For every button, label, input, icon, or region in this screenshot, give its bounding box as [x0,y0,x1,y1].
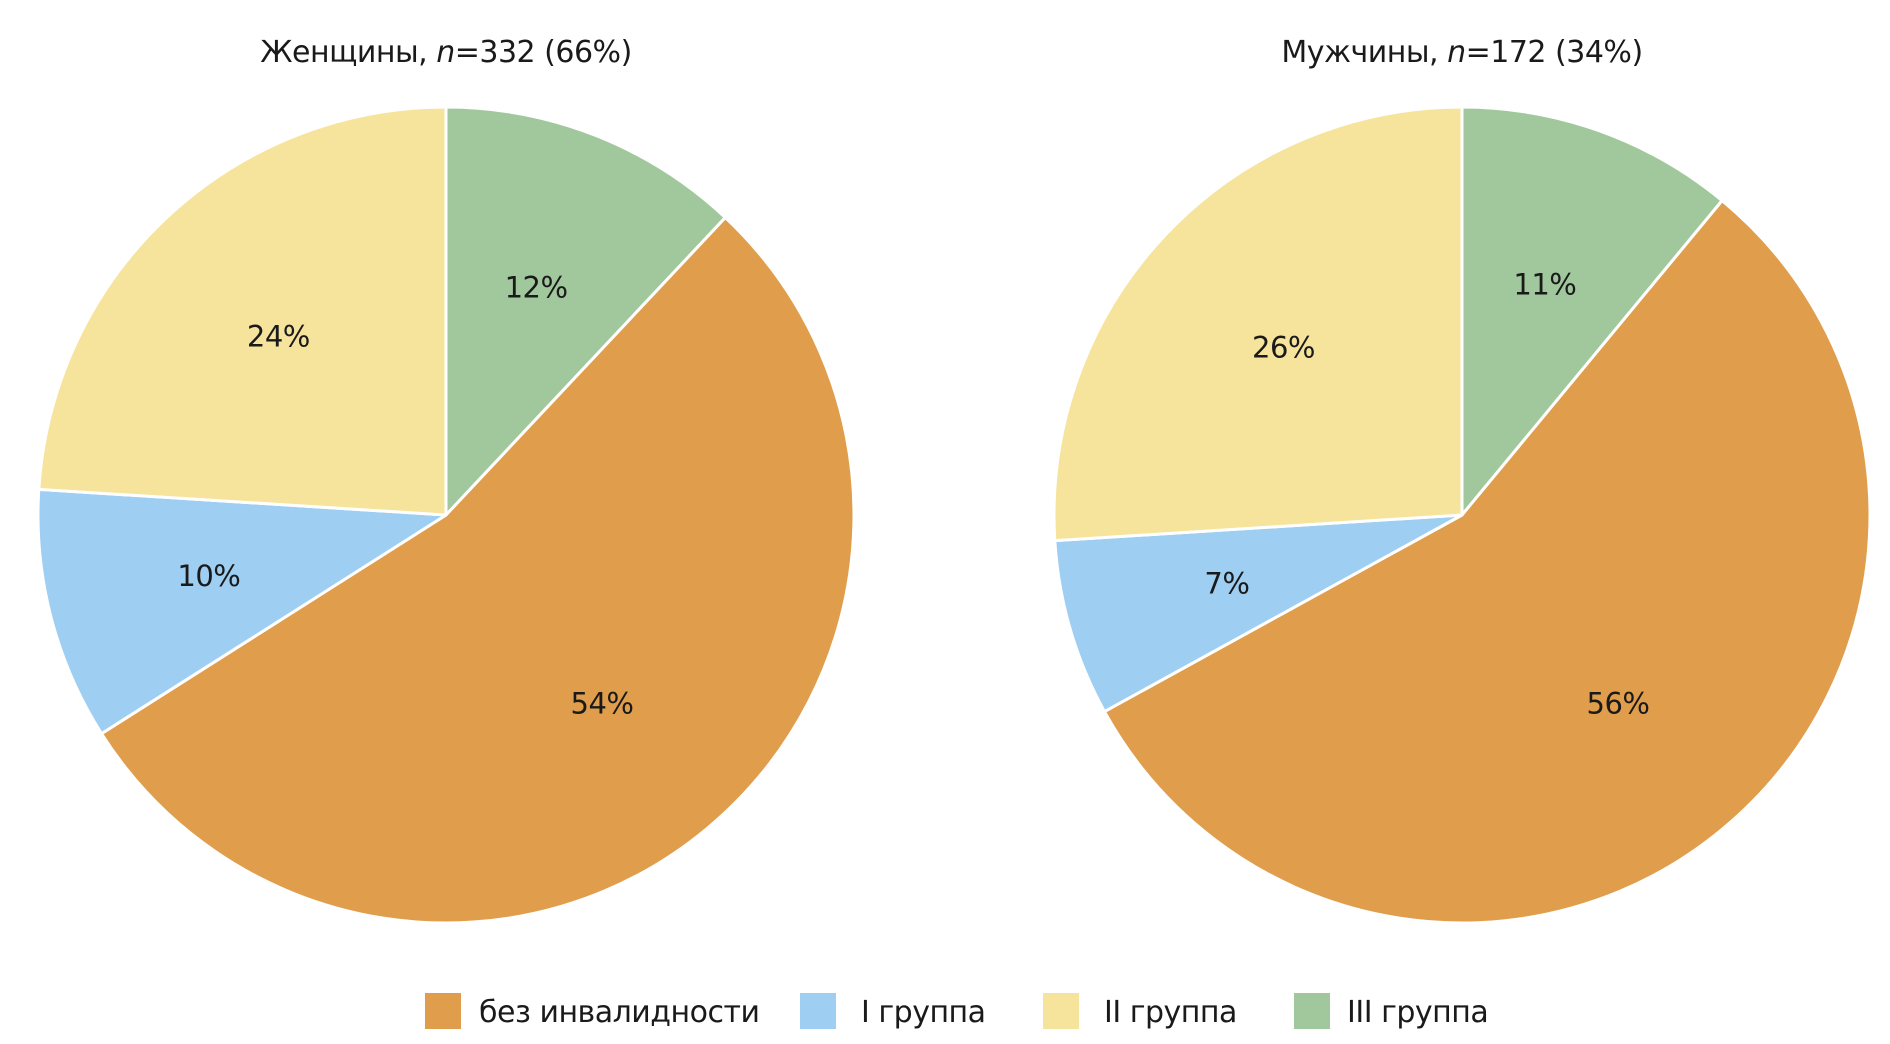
chart-title-men: Мужчины, n=172 (34%) [1281,35,1642,70]
pie-slice-group-1 [36,487,448,736]
slice-label-group-1: 10% [177,559,240,593]
slice-label-group-2: 24% [247,320,310,354]
legend: без инвалидности I группа II группа III … [425,993,1489,1030]
legend-swatch-group-2 [1043,993,1079,1029]
legend-item-group-1: I группа [800,993,986,1030]
slice-label-no-disability: 54% [571,687,634,721]
legend-item-group-3: III группа [1294,993,1489,1030]
slice-label-group-2: 26% [1252,330,1315,364]
slice-label-group-3: 11% [1513,268,1576,302]
legend-label-no-disability: без инвалидности [479,995,759,1030]
pie-chart-women: Женщины, n=332 (66%) 12% 54% 10% 24% [36,35,856,925]
legend-label-group-1: I группа [861,995,986,1030]
legend-swatch-no-disability [425,993,461,1029]
pie-slice-group-1 [1053,513,1464,714]
pie-chart-men: Мужчины, n=172 (34%) 11% 56% 7% 26% [1052,35,1872,925]
legend-label-group-2: II группа [1104,995,1237,1030]
slice-label-no-disability: 56% [1587,687,1650,721]
pie-slice-group-3 [1460,105,1724,517]
legend-label-group-3: III группа [1347,995,1488,1030]
slice-label-group-1: 7% [1204,566,1249,600]
legend-swatch-group-1 [800,993,836,1029]
pie-slice-no-disability [1102,199,1872,925]
pie-slice-no-disability [100,216,856,925]
chart-title-women: Женщины, n=332 (66%) [260,35,632,70]
pie-slice-group-3 [444,105,727,517]
legend-swatch-group-3 [1294,993,1330,1029]
pie-slice-group-2 [1052,105,1464,543]
legend-item-no-disability: без инвалидности [425,993,760,1030]
legend-item-group-2: II группа [1043,993,1237,1030]
slice-label-group-3: 12% [505,270,568,304]
pie-slice-group-2 [37,105,448,517]
